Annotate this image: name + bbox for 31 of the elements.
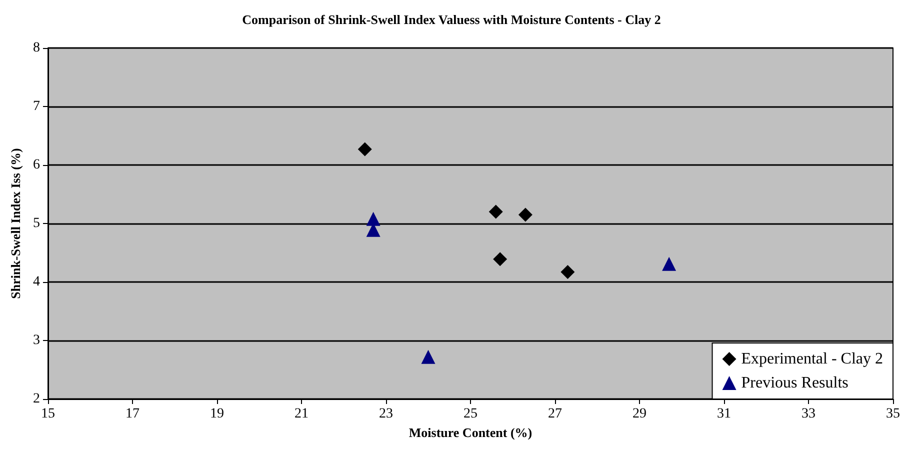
x-axis-title: Moisture Content (%) [408, 424, 532, 440]
x-tick-label: 21 [294, 406, 308, 422]
y-tick-label: 6 [33, 158, 40, 172]
x-tick-label: 31 [717, 406, 731, 422]
x-tick-label: 19 [210, 406, 224, 422]
x-tick-label: 17 [126, 406, 140, 422]
x-tick-label: 23 [379, 406, 393, 422]
point [662, 256, 676, 271]
y-tick-label: 4 [33, 274, 40, 290]
x-tick-label: 35 [886, 406, 900, 422]
x-tick-label: 29 [632, 406, 646, 422]
y-tick-label: 2 [33, 392, 40, 406]
point [421, 350, 436, 364]
point [488, 204, 503, 219]
legend-label: Experimental - Clay 2 [741, 350, 883, 368]
chart-title: Comparison of Shrink-Swell Index Valuess with Moisture Contents - Clay 2 [242, 12, 661, 27]
legend-label: Previous Results [741, 374, 848, 392]
y-tick-label: 7 [33, 99, 40, 114]
x-tick-label: 25 [464, 406, 478, 422]
y-tick-label: 3 [33, 333, 40, 348]
y-tick-label: 5 [33, 216, 40, 231]
y-tick-label: 8 [33, 40, 40, 56]
x-tick-label: 33 [802, 406, 816, 422]
point [366, 212, 380, 226]
y-axis-title: Shrink-Swell Index Iss (%) [8, 148, 23, 299]
point [493, 252, 508, 266]
point [358, 142, 372, 156]
point [518, 208, 532, 222]
point [560, 265, 575, 280]
x-tick-label: 27 [548, 406, 562, 422]
x-tick-label: 15 [41, 406, 55, 422]
